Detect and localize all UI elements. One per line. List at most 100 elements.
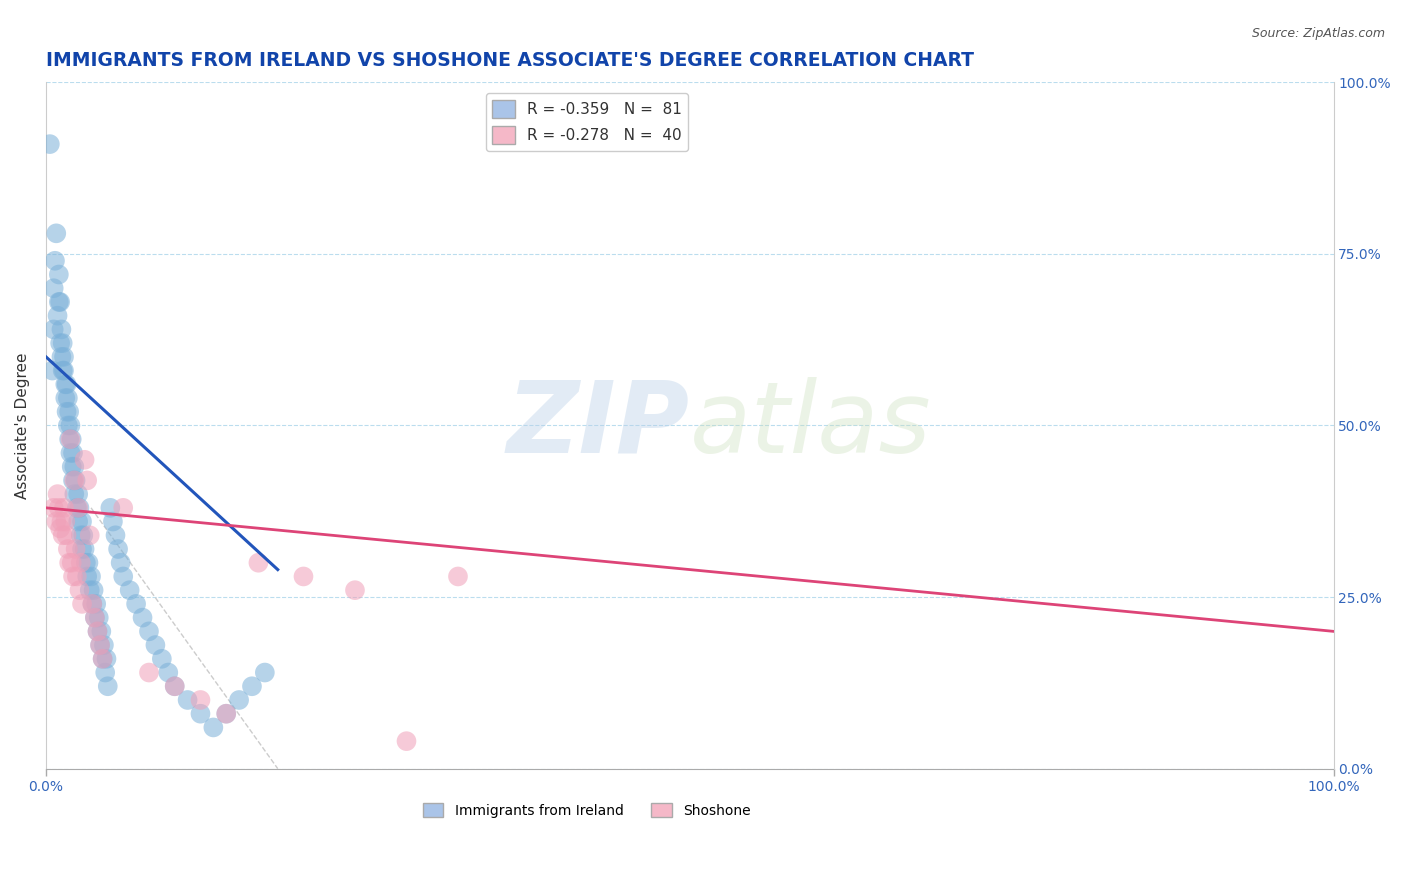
Point xyxy=(42,281,65,295)
Point xyxy=(58,556,80,570)
Point xyxy=(69,500,91,515)
Point xyxy=(112,569,135,583)
Point xyxy=(125,597,148,611)
Point xyxy=(107,541,129,556)
Point xyxy=(131,610,153,624)
Point xyxy=(73,541,96,556)
Point xyxy=(96,652,118,666)
Point xyxy=(42,500,65,515)
Point xyxy=(45,227,67,241)
Point xyxy=(69,556,91,570)
Point xyxy=(60,556,83,570)
Point xyxy=(73,452,96,467)
Point xyxy=(60,459,83,474)
Text: Source: ZipAtlas.com: Source: ZipAtlas.com xyxy=(1251,27,1385,40)
Point xyxy=(51,515,73,529)
Point xyxy=(176,693,198,707)
Point xyxy=(41,363,63,377)
Point xyxy=(190,693,212,707)
Point xyxy=(63,459,86,474)
Point xyxy=(447,569,470,583)
Point xyxy=(91,652,114,666)
Point xyxy=(65,474,87,488)
Point xyxy=(253,665,276,680)
Point xyxy=(49,521,72,535)
Point xyxy=(49,295,72,310)
Point xyxy=(63,487,86,501)
Point xyxy=(63,474,86,488)
Point xyxy=(46,487,69,501)
Point xyxy=(79,528,101,542)
Point xyxy=(58,405,80,419)
Point xyxy=(38,137,60,152)
Point xyxy=(97,679,120,693)
Point xyxy=(90,624,112,639)
Point xyxy=(66,500,89,515)
Point xyxy=(58,432,80,446)
Point xyxy=(228,693,250,707)
Point xyxy=(45,515,67,529)
Point xyxy=(69,583,91,598)
Point xyxy=(118,583,141,598)
Point xyxy=(110,556,132,570)
Point xyxy=(86,624,108,639)
Point xyxy=(150,652,173,666)
Point xyxy=(49,336,72,351)
Point xyxy=(44,253,66,268)
Point xyxy=(247,556,270,570)
Point xyxy=(215,706,238,721)
Point xyxy=(56,418,79,433)
Point xyxy=(138,665,160,680)
Point xyxy=(163,679,186,693)
Legend: Immigrants from Ireland, Shoshone: Immigrants from Ireland, Shoshone xyxy=(418,797,756,823)
Point xyxy=(60,432,83,446)
Point xyxy=(59,446,82,460)
Point xyxy=(55,405,77,419)
Point xyxy=(86,624,108,639)
Point xyxy=(51,350,73,364)
Point xyxy=(52,336,75,351)
Point xyxy=(82,597,104,611)
Point xyxy=(67,515,90,529)
Point xyxy=(48,500,70,515)
Point xyxy=(76,474,98,488)
Point xyxy=(67,500,90,515)
Point xyxy=(70,597,93,611)
Text: ZIP: ZIP xyxy=(506,377,690,474)
Point xyxy=(53,391,76,405)
Point xyxy=(343,583,366,598)
Point xyxy=(83,610,105,624)
Point xyxy=(87,610,110,624)
Point xyxy=(55,377,77,392)
Point xyxy=(395,734,418,748)
Point xyxy=(53,515,76,529)
Point xyxy=(51,322,73,336)
Point xyxy=(292,569,315,583)
Point xyxy=(48,295,70,310)
Point xyxy=(77,556,100,570)
Point xyxy=(79,583,101,598)
Point xyxy=(163,679,186,693)
Point xyxy=(56,391,79,405)
Point xyxy=(69,528,91,542)
Point xyxy=(62,446,84,460)
Point xyxy=(52,528,75,542)
Point xyxy=(55,528,77,542)
Point xyxy=(70,515,93,529)
Point xyxy=(56,541,79,556)
Point xyxy=(52,363,75,377)
Point xyxy=(82,597,104,611)
Point xyxy=(75,556,97,570)
Point xyxy=(70,541,93,556)
Point xyxy=(190,706,212,721)
Point xyxy=(46,309,69,323)
Point xyxy=(93,638,115,652)
Point xyxy=(59,432,82,446)
Point xyxy=(98,500,121,515)
Point xyxy=(215,706,238,721)
Point xyxy=(53,350,76,364)
Point xyxy=(91,652,114,666)
Point xyxy=(104,528,127,542)
Point xyxy=(112,500,135,515)
Point xyxy=(72,528,94,542)
